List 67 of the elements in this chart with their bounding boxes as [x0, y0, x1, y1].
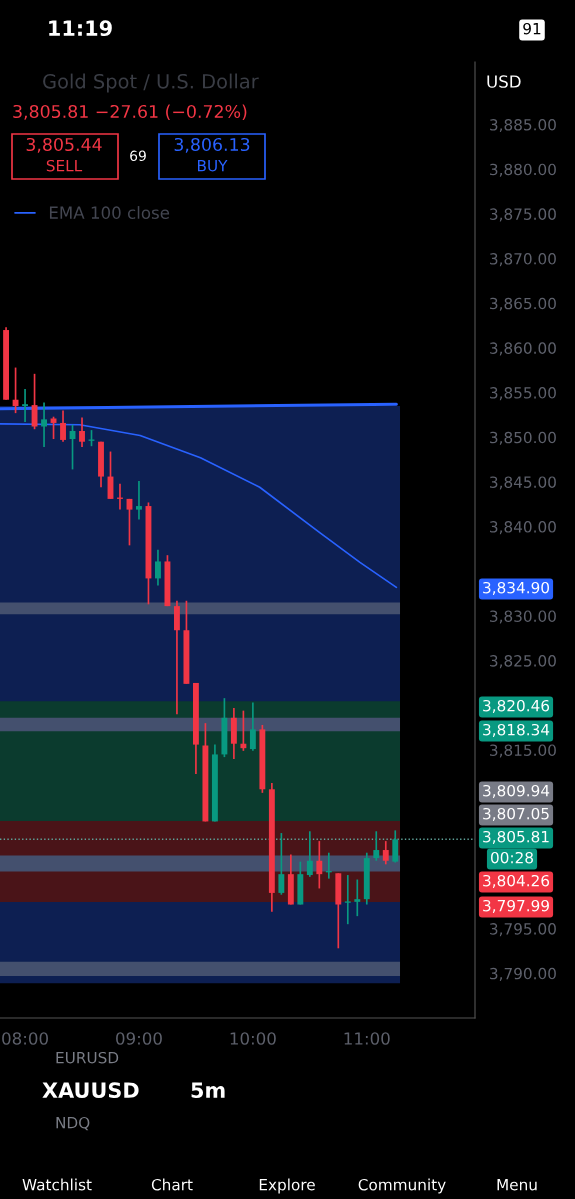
y-tick-label: 3,795.00: [490, 923, 556, 937]
annotation: SELL: [46, 159, 83, 172]
y-tick-label: 3,875.00: [490, 208, 556, 222]
candlestick: [22, 388, 28, 423]
x-tick-label: 08:00: [2, 1032, 48, 1045]
candlestick: [249, 701, 256, 752]
text: 00:28: [491, 851, 533, 864]
candlestick: [50, 415, 57, 440]
candlestick: [392, 829, 399, 864]
candlestick: [60, 409, 66, 443]
annotation: 3,806.13: [174, 137, 250, 153]
text: Menu: [497, 1179, 537, 1191]
y-tick-label: 3,855.00: [490, 387, 556, 401]
candlestick: [316, 840, 323, 890]
text: USD: [487, 75, 521, 88]
text: 3,818.34: [483, 723, 550, 737]
text: 3,820.46: [483, 699, 550, 713]
annotation: 3,805.44: [26, 137, 102, 153]
y-tick-label: 3,815.00: [490, 744, 556, 758]
text: EURUSD: [56, 1051, 119, 1064]
candlestick: [136, 480, 142, 521]
text: 5m: [191, 1082, 225, 1099]
x-tick-label: 11:00: [344, 1032, 390, 1045]
y-tick-label: 3,860.00: [490, 342, 556, 356]
y-tick-label: 3,870.00: [490, 253, 556, 267]
y-tick-label: 3,830.00: [490, 610, 556, 624]
text: 3,809.94: [483, 784, 550, 798]
y-tick-label: 3,845.00: [490, 476, 556, 490]
text: 3,807.05: [483, 807, 549, 821]
text: Community: [358, 1178, 446, 1194]
candlestick: [354, 878, 361, 917]
candlestick: [344, 874, 351, 926]
text: Watchlist: [22, 1178, 92, 1191]
candlestick: [306, 830, 313, 878]
line-series: [0, 423, 398, 589]
candlestick: [373, 830, 380, 862]
text: NDQ: [56, 1116, 90, 1131]
y-tick-label: 3,825.00: [490, 655, 556, 669]
candlestick: [155, 548, 161, 587]
text: 3,805.81 −27.61 (−0.72%): [13, 104, 247, 121]
y-tick-label: 3,885.00: [490, 119, 556, 133]
y-tick-label: 3,840.00: [490, 521, 556, 535]
text: 91: [523, 22, 541, 35]
x-tick-label: 09:00: [116, 1032, 162, 1045]
text: 11:19: [49, 20, 112, 37]
y-tick-label: 3,790.00: [490, 967, 556, 981]
y-tick-label: 3,865.00: [490, 297, 556, 311]
annotation: BUY: [198, 160, 228, 172]
text: 3,797.99: [483, 899, 549, 913]
candlestick: [12, 366, 19, 414]
y-tick-label: 3,850.00: [490, 431, 556, 445]
text: Gold Spot / U.S. Dollar: [43, 73, 259, 93]
text: 3,804.26: [483, 874, 550, 888]
legend-label: EMA 100 close: [49, 206, 170, 219]
text: Explore: [259, 1178, 315, 1194]
x-tick-label: 10:00: [230, 1032, 276, 1045]
y-tick-label: 3,880.00: [490, 163, 556, 177]
candlestick: [41, 401, 47, 448]
candlestick: [382, 840, 389, 866]
text: 3,805.81: [483, 830, 549, 844]
candlestick: [79, 416, 85, 448]
candlestick: [240, 709, 247, 752]
text: Chart: [151, 1178, 193, 1191]
annotation: 69: [130, 150, 146, 162]
candlestick: [278, 832, 285, 896]
text: XAUUSD: [42, 1082, 139, 1099]
text: 3,834.90: [483, 581, 550, 595]
